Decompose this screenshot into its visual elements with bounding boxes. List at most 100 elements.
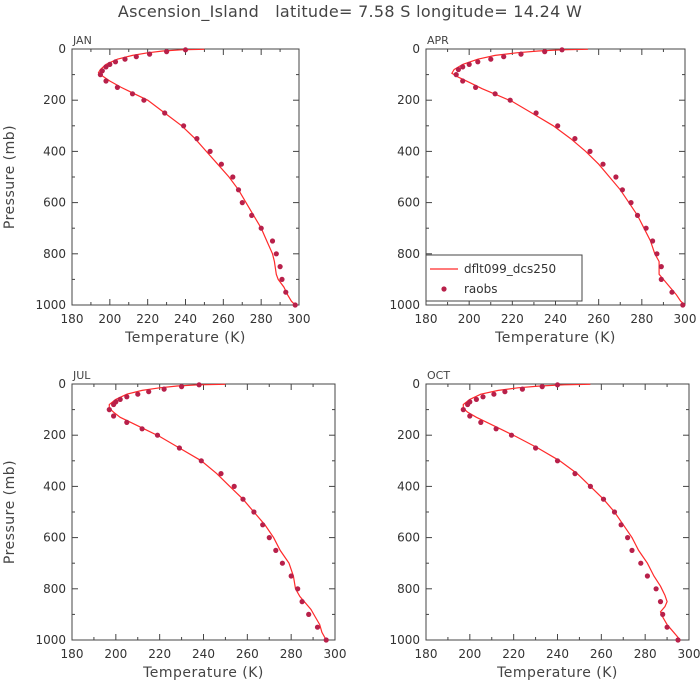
plot-frame	[425, 383, 690, 641]
raobs-point	[465, 401, 471, 408]
raobs-point	[508, 432, 515, 438]
y-tick-label: 1000	[35, 633, 66, 647]
x-tick-label: 220	[148, 647, 171, 661]
panel-label: JUL	[72, 369, 91, 382]
raobs-point	[488, 56, 494, 62]
x-tick-label: 180	[61, 312, 84, 326]
y-tick-label: 200	[397, 428, 420, 442]
panel-jul: 180 200 220 240 260 280 300 0 200 400 600 800 1000 JU…	[2, 369, 346, 681]
raobs-point	[122, 56, 128, 62]
raobs-point	[117, 396, 123, 402]
raobs-point	[266, 535, 272, 541]
raobs-point	[154, 432, 161, 438]
y-tick-label: 1000	[35, 298, 66, 312]
panel-jan: 180 200 220 240 260 280 300 0 200 400 600 800 1000 JA…	[2, 34, 310, 346]
raobs-point	[554, 458, 561, 464]
y-tick-label: 0	[412, 42, 420, 56]
raobs-point	[644, 573, 651, 579]
y-tick-label: 600	[43, 196, 66, 210]
raobs-point	[587, 483, 594, 489]
raobs-point	[460, 64, 466, 70]
y-tick-label: 1000	[389, 633, 420, 647]
raobs-point	[111, 401, 117, 408]
raobs-point	[323, 637, 329, 643]
raobs-point	[288, 573, 294, 579]
x-axis-label: Temperature (K)	[496, 665, 618, 681]
y-tick-label: 1000	[389, 298, 420, 312]
plot-frame	[71, 383, 336, 641]
y-tick-label: 800	[397, 247, 420, 261]
y-tick-label: 200	[43, 428, 66, 442]
raobs-point	[467, 413, 473, 419]
raobs-point	[533, 445, 539, 451]
y-axis-label: Pressure (mb)	[2, 125, 18, 229]
x-tick-label: 300	[288, 312, 311, 326]
legend-box	[425, 254, 583, 302]
raobs-point	[146, 389, 152, 395]
raobs-point	[473, 396, 479, 402]
legend-model-label: dflt099_dcs250	[464, 262, 556, 276]
panel-apr: 180 200 220 240 260 280 300 0 200 400 600 800 1000 AP…	[389, 34, 696, 346]
raobs-point	[306, 611, 312, 618]
raobs-point	[196, 382, 202, 388]
legend-point-swatch	[441, 286, 447, 292]
raobs-point	[518, 51, 524, 57]
raobs-point	[478, 419, 484, 425]
y-tick-label: 400	[397, 144, 420, 158]
x-tick-label: 220	[136, 312, 159, 326]
raobs-point	[634, 212, 641, 218]
raobs-point	[147, 51, 153, 57]
raobs-point	[231, 483, 237, 489]
x-tick-label: 200	[98, 312, 121, 326]
x-tick-label: 220	[502, 647, 525, 661]
y-tick-label: 600	[43, 531, 66, 545]
raobs-point	[554, 382, 561, 388]
x-tick-label: 240	[174, 312, 197, 326]
x-axis-label: Temperature (K)	[124, 330, 246, 346]
x-tick-label: 200	[104, 647, 127, 661]
y-tick-label: 400	[43, 144, 66, 158]
raobs-point	[638, 560, 644, 566]
x-tick-label: 300	[324, 647, 347, 661]
raobs-point	[653, 586, 659, 592]
x-tick-label: 260	[587, 312, 610, 326]
x-tick-label: 180	[415, 647, 438, 661]
raobs-point	[455, 66, 461, 73]
raobs-point	[124, 419, 130, 425]
raobs-point	[613, 174, 619, 180]
raobs-point	[628, 200, 634, 206]
legend-obs-label: raobs	[464, 282, 498, 296]
raobs-point	[654, 251, 660, 257]
y-tick-label: 200	[397, 93, 420, 107]
raobs-point	[618, 522, 624, 528]
raobs-point	[460, 78, 466, 84]
raobs-point	[141, 97, 147, 103]
raobs-point	[198, 458, 204, 464]
panel-label: APR	[427, 34, 449, 47]
raobs-point	[658, 276, 664, 282]
raobs-point	[283, 289, 289, 295]
x-tick-label: 260	[236, 647, 259, 661]
raobs-point	[643, 225, 649, 231]
y-tick-label: 600	[397, 196, 420, 210]
raobs-point	[164, 49, 170, 55]
raobs-point	[619, 187, 626, 193]
raobs-point	[124, 394, 130, 400]
model-profile-line	[462, 383, 681, 641]
y-tick-label: 0	[58, 42, 66, 56]
y-tick-label: 400	[43, 479, 66, 493]
raobs-point	[507, 97, 513, 103]
raobs-point	[675, 637, 681, 643]
raobs-point	[491, 391, 497, 397]
raobs-point	[519, 386, 526, 392]
x-tick-label: 240	[546, 647, 569, 661]
raobs-point	[587, 148, 593, 154]
raobs-point	[135, 391, 141, 397]
raobs-point	[292, 302, 298, 308]
raobs-point	[660, 611, 666, 618]
x-tick-label: 280	[630, 312, 653, 326]
raobs-point	[600, 161, 606, 167]
x-tick-label: 280	[280, 647, 303, 661]
raobs-point	[194, 136, 200, 142]
